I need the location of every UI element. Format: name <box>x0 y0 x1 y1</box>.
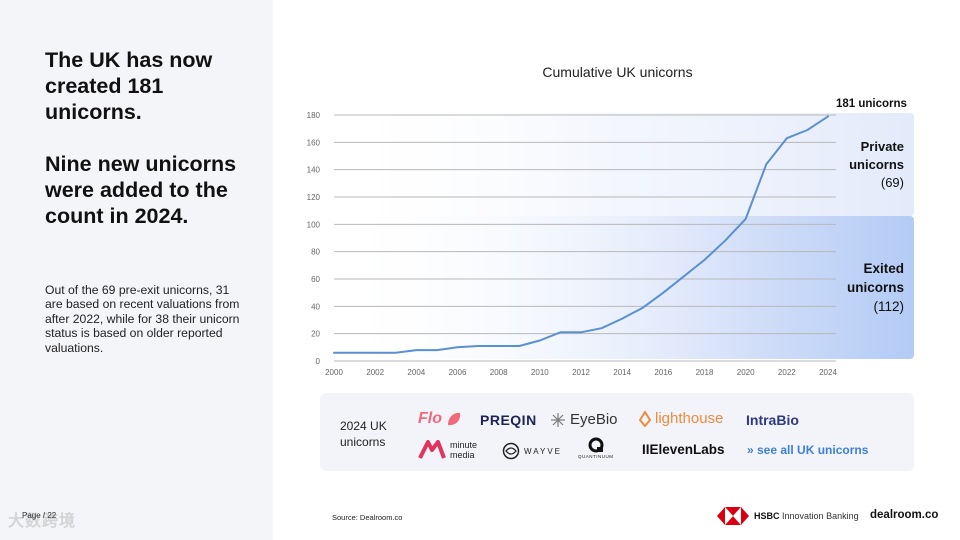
private-unicorns-label: Private unicorns (69) <box>832 138 904 192</box>
y-axis-ticks: 0 20 40 60 80 100 120 140 160 180 <box>307 111 321 366</box>
x-tick-label: 2002 <box>366 368 384 377</box>
x-tick-label: 2022 <box>778 368 796 377</box>
hsbc-brand: HSBC <box>754 511 780 521</box>
minute-media-icon <box>418 440 446 459</box>
y-tick-label: 100 <box>307 220 321 229</box>
elevenlabs-wordmark: IIElevenLabs <box>642 442 725 457</box>
preqin-wordmark: PREQIN <box>480 412 537 428</box>
y-tick-label: 120 <box>307 193 321 202</box>
minute-media-logo: minute media <box>418 440 484 460</box>
logos-section-label: 2024 UK unicorns <box>340 419 387 449</box>
x-tick-label: 2010 <box>531 368 549 377</box>
private-count: (69) <box>880 175 904 190</box>
x-tick-label: 2014 <box>613 368 631 377</box>
exited-unicorns-band <box>330 216 914 359</box>
flo-wordmark: Flo <box>418 410 442 427</box>
y-tick-label: 60 <box>311 275 320 284</box>
exited-unicorns-label: Exited unicorns (112) <box>832 259 904 316</box>
wayve-icon <box>502 442 520 460</box>
body-text: Out of the 69 pre-exit unicorns, 31 are … <box>45 283 240 355</box>
hsbc-wordmark: HSBC Innovation Banking <box>754 511 859 521</box>
subheadline: Nine new unicorns were added to the coun… <box>45 152 237 228</box>
intrabio-wordmark: IntraBio <box>746 412 799 428</box>
quantinuum-logo: QUANTINUUM <box>578 437 614 459</box>
x-tick-label: 2012 <box>572 368 590 377</box>
y-tick-label: 20 <box>311 330 320 339</box>
quantinuum-wordmark: QUANTINUUM <box>578 454 614 459</box>
hsbc-logo: HSBC Innovation Banking <box>717 507 859 525</box>
private-unicorns-band <box>330 113 914 216</box>
x-axis-ticks: 2000 2002 2004 2006 2008 2010 2012 2014 2016 2018… <box>325 368 837 377</box>
hsbc-hexagon-icon <box>717 507 749 525</box>
see-all-link-text[interactable]: » see all UK unicorns <box>747 443 869 457</box>
x-tick-label: 2000 <box>325 368 343 377</box>
minute-media-wordmark: minute media <box>450 440 478 460</box>
x-tick-label: 2018 <box>696 368 714 377</box>
intrabio-logo: IntraBio <box>746 412 799 428</box>
flo-logo: Flo <box>418 410 462 428</box>
wayve-logo: WAYVE <box>502 442 562 460</box>
x-tick-label: 2024 <box>819 368 837 377</box>
watermark: 大数跨境 <box>8 513 77 530</box>
hsbc-sub: Innovation Banking <box>782 511 859 521</box>
private-title: Private unicorns <box>849 139 904 172</box>
lighthouse-icon <box>639 410 651 427</box>
eyebio-logo: EyeBio <box>550 411 618 428</box>
lighthouse-logo: lighthouse <box>639 410 723 427</box>
preqin-logo: PREQIN <box>480 412 537 428</box>
wayve-wordmark: WAYVE <box>524 446 563 456</box>
x-tick-label: 2008 <box>490 368 508 377</box>
data-points <box>333 116 829 353</box>
elevenlabs-logo: IIElevenLabs <box>642 442 725 457</box>
y-tick-label: 80 <box>311 248 320 257</box>
see-all-unicorns-link[interactable]: » see all UK unicorns <box>747 443 868 457</box>
y-tick-label: 180 <box>307 111 321 120</box>
headline: The UK has now created 181 unicorns. <box>45 48 213 124</box>
flo-icon <box>448 412 461 426</box>
exited-title: Exited unicorns <box>846 261 904 295</box>
grid-lines <box>334 114 836 362</box>
exited-count: (112) <box>873 299 904 314</box>
y-tick-label: 0 <box>316 357 321 366</box>
lighthouse-wordmark: lighthouse <box>655 410 724 427</box>
y-tick-label: 160 <box>307 138 321 147</box>
x-tick-label: 2016 <box>654 368 672 377</box>
dealroom-logo: dealroom.co <box>870 509 939 521</box>
y-tick-label: 140 <box>307 166 321 175</box>
chart-title: Cumulative UK unicorns <box>542 64 693 80</box>
quantinuum-icon <box>588 437 604 453</box>
total-unicorns-label: 181 unicorns <box>836 98 907 110</box>
y-tick-label: 40 <box>311 302 320 311</box>
page-number: Page / 22 <box>22 511 57 520</box>
eyebio-icon <box>551 412 565 427</box>
x-tick-label: 2006 <box>449 368 467 377</box>
source-note: Source: Dealroom.co <box>332 513 403 522</box>
x-tick-label: 2020 <box>737 368 755 377</box>
eyebio-wordmark: EyeBio <box>570 411 618 428</box>
x-tick-label: 2004 <box>407 368 425 377</box>
unicorn-logos-panel: 2024 UK unicorns Flo PREQIN EyeBio light… <box>320 393 914 471</box>
left-panel: The UK has now created 181 unicorns. Nin… <box>0 0 273 540</box>
